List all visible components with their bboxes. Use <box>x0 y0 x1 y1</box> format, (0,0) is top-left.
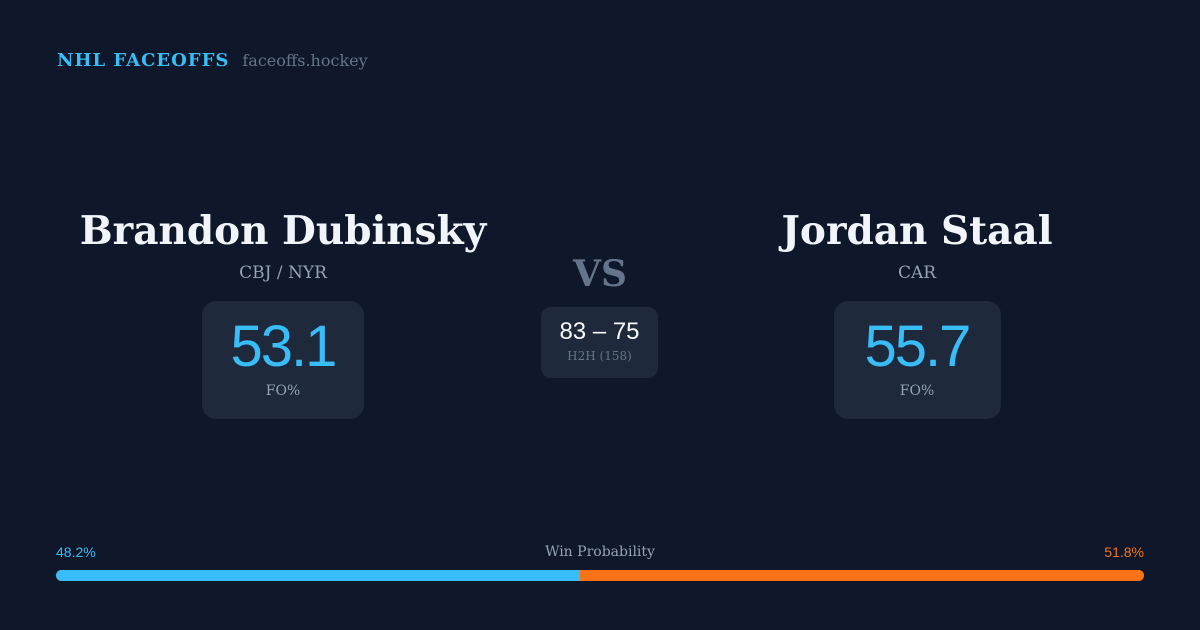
right-player-team: CAR <box>897 263 937 283</box>
h2h-score: 83 – 75 <box>559 318 640 345</box>
right-win-bar <box>580 570 1144 581</box>
right-fo-value: 55.7 <box>864 314 972 379</box>
brand: NHL FACEOFFS faceoffs.hockey <box>57 50 368 71</box>
brand-url: faceoffs.hockey <box>242 51 368 70</box>
left-win-bar <box>56 570 581 581</box>
vs-label: VS <box>573 253 627 295</box>
brand-title: NHL FACEOFFS <box>57 50 230 71</box>
left-player: Brandon Dubinsky CBJ / NYR 53.1 FO% <box>73 205 493 419</box>
left-fo-card: 53.1 FO% <box>202 301 364 419</box>
h2h-label: H2H (158) <box>567 349 632 363</box>
right-player: Jordan Staal CAR 55.7 FO% <box>707 205 1127 419</box>
right-fo-label: FO% <box>899 383 935 399</box>
right-player-name: Jordan Staal <box>781 208 1053 254</box>
left-player-team: CBJ / NYR <box>239 263 327 283</box>
win-probability-bar <box>56 570 1144 581</box>
left-player-name: Brandon Dubinsky <box>79 208 487 254</box>
left-win-pct: 48.2% <box>56 544 96 560</box>
right-fo-card: 55.7 FO% <box>833 301 1001 419</box>
left-fo-value: 53.1 <box>230 314 338 379</box>
win-probability: 48.2% Win Probability 51.8% <box>56 544 1144 581</box>
right-win-pct: 51.8% <box>1104 544 1144 560</box>
h2h-box: 83 – 75 H2H (158) <box>541 307 658 378</box>
win-probability-label: Win Probability <box>545 544 655 560</box>
left-fo-label: FO% <box>265 383 301 399</box>
